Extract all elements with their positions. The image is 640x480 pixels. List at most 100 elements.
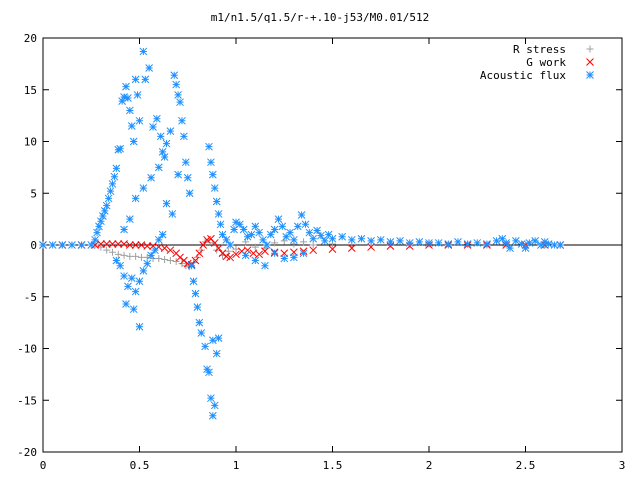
data-point <box>131 75 140 84</box>
data-point <box>232 245 240 253</box>
data-point <box>328 245 337 253</box>
data-point <box>103 246 111 254</box>
data-point <box>367 237 375 245</box>
data-point <box>444 240 453 248</box>
axis-ticks: 0 0.5 1 1.5 2 2.5 3 -20 -15 -10 -5 0 5 10 15 20 <box>17 32 625 472</box>
data-point <box>162 139 171 148</box>
y-tick-label: 10 <box>24 136 37 149</box>
data-point <box>259 235 267 244</box>
data-point <box>210 184 219 192</box>
data-point <box>425 239 433 247</box>
data-point <box>290 253 298 262</box>
data-point <box>218 249 227 258</box>
data-point <box>122 300 130 308</box>
data-point <box>191 256 200 265</box>
series-acoustic-flux <box>39 47 565 420</box>
data-point <box>183 173 192 182</box>
data-point <box>141 75 150 84</box>
legend-marker <box>586 71 594 79</box>
data-point <box>102 240 111 248</box>
data-point <box>290 235 298 244</box>
x-tick-label: 1.5 <box>323 459 343 472</box>
data-point <box>180 132 188 141</box>
x-tick-label: 2 <box>426 459 433 472</box>
data-point <box>166 127 175 136</box>
data-point <box>116 144 125 153</box>
data-point <box>243 232 252 241</box>
data-point <box>199 241 208 249</box>
data-point <box>396 237 404 245</box>
data-point <box>473 239 482 247</box>
data-point <box>174 91 182 99</box>
data-point <box>282 232 291 241</box>
data-point <box>286 228 294 237</box>
data-point <box>135 322 144 331</box>
data-point <box>230 225 238 234</box>
y-tick-label: -20 <box>17 446 37 459</box>
data-point <box>357 234 366 243</box>
data-point <box>232 218 240 227</box>
data-point <box>297 211 306 219</box>
data-point <box>108 240 117 248</box>
data-point <box>261 261 269 270</box>
data-point <box>147 251 155 260</box>
data-point <box>517 240 526 248</box>
y-tick-label: 15 <box>24 84 37 97</box>
data-point <box>135 277 144 286</box>
data-point <box>158 230 167 239</box>
data-point <box>125 241 134 249</box>
data-point <box>114 250 122 258</box>
data-point <box>454 238 462 246</box>
data-point <box>124 282 132 291</box>
data-point <box>122 82 130 91</box>
data-point <box>153 114 161 123</box>
data-point <box>203 365 211 374</box>
data-point <box>131 287 140 296</box>
data-point <box>158 147 167 156</box>
data-point <box>544 240 553 248</box>
data-point <box>154 163 163 172</box>
data-point <box>386 238 395 246</box>
data-point <box>68 241 76 249</box>
data-point <box>537 241 545 249</box>
data-point <box>129 137 138 146</box>
data-point <box>100 206 109 215</box>
data-point <box>506 244 514 252</box>
legend-label: R stress <box>513 43 566 56</box>
y-tick-label: -5 <box>24 291 37 304</box>
data-point <box>521 244 530 252</box>
chart-title: m1/n1.5/q1.5/r-+.10-j53/M0.01/512 <box>211 11 430 24</box>
data-point <box>300 238 308 246</box>
data-point <box>274 215 283 223</box>
data-point <box>118 97 126 105</box>
data-point <box>498 234 507 243</box>
data-point <box>241 251 250 260</box>
data-point <box>172 80 181 89</box>
data-point <box>87 241 96 249</box>
data-point <box>531 237 540 245</box>
data-point <box>185 189 194 198</box>
data-point <box>251 256 260 265</box>
data-point <box>160 244 169 252</box>
data-point <box>127 122 136 130</box>
data-point <box>214 210 223 218</box>
data-point <box>556 241 565 249</box>
data-point <box>195 318 204 327</box>
data-point <box>251 222 260 231</box>
data-point <box>463 240 472 248</box>
data-point <box>160 153 169 161</box>
data-point <box>131 194 140 203</box>
data-point <box>197 246 205 254</box>
data-point <box>492 237 501 245</box>
y-tick-label: -10 <box>17 343 37 356</box>
y-tick-label: -15 <box>17 394 37 407</box>
data-point <box>208 170 217 179</box>
y-tick-label: 5 <box>30 187 37 200</box>
data-point <box>525 239 534 247</box>
data-point <box>116 261 125 270</box>
data-point <box>205 142 213 151</box>
data-point <box>212 197 221 206</box>
data-point <box>208 336 217 345</box>
data-point <box>226 241 235 249</box>
data-point <box>210 401 219 410</box>
